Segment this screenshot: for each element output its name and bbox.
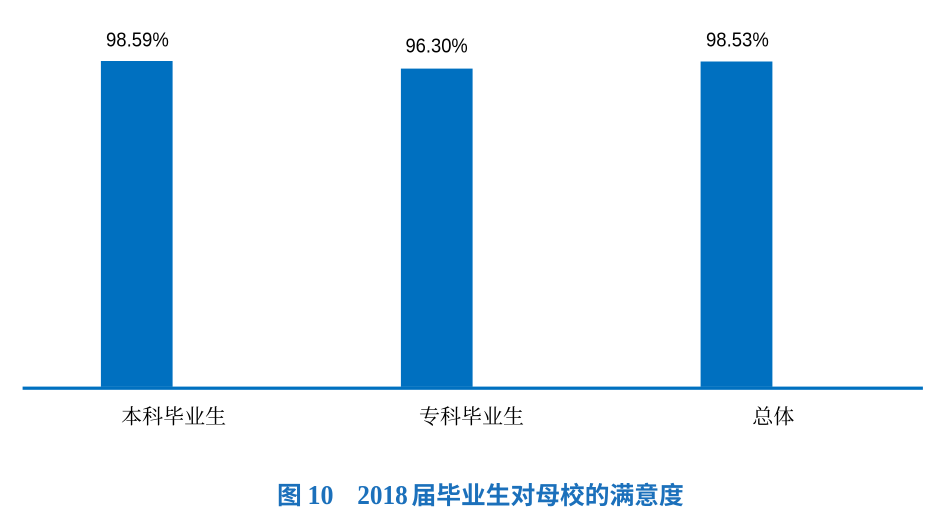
- svg-text:96.30%: 96.30%: [405, 34, 467, 57]
- svg-text:10: 10: [308, 480, 334, 510]
- svg-text:98.59%: 98.59%: [106, 29, 169, 52]
- svg-text:2018: 2018: [357, 480, 408, 510]
- svg-text:98.53%: 98.53%: [706, 29, 769, 52]
